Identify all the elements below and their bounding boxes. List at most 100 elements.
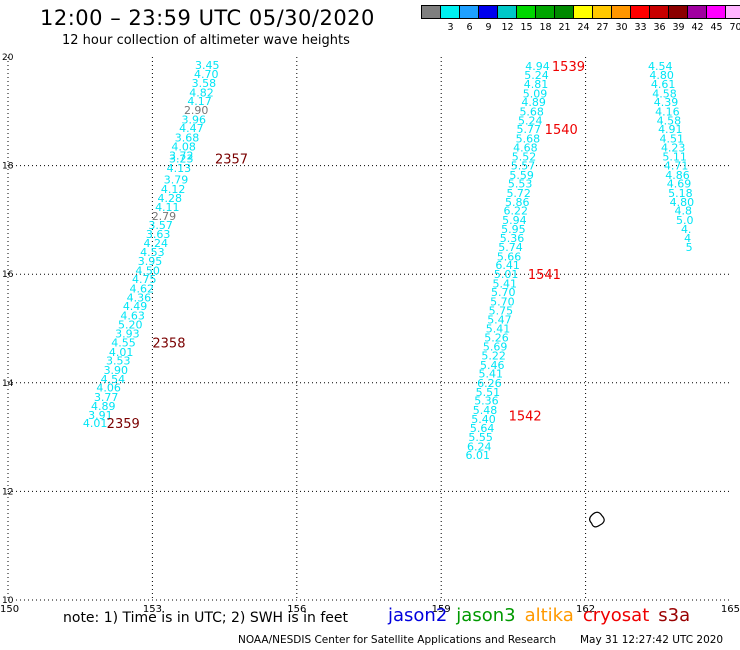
scale-label: 70 xyxy=(729,22,740,33)
scale-swatch xyxy=(687,5,707,19)
wave-height-value: 3.91 xyxy=(88,409,113,422)
wave-height-value: 5.24 xyxy=(524,69,549,82)
wave-height-value: 4.50 xyxy=(135,264,160,277)
scale-item: 39 xyxy=(668,5,688,34)
wave-height-value: 5.72 xyxy=(506,187,531,200)
wave-height-value: 5.52 xyxy=(512,150,537,163)
scale-item: 6 xyxy=(459,5,479,34)
scale-label: 36 xyxy=(653,22,666,33)
wave-height-value: 4.80 xyxy=(649,69,674,82)
wave-height-value: 4.62 xyxy=(130,282,155,295)
wave-height-value: 3.90 xyxy=(104,364,129,377)
wave-height-value: 4.47 xyxy=(179,122,204,135)
wave-height-value: 3.95 xyxy=(138,255,163,268)
wave-height-value: 5.64 xyxy=(470,422,495,435)
chart-title: 12:00 – 23:59 UTC 05/30/2020 xyxy=(40,6,375,30)
y-tick-label: 18 xyxy=(2,162,14,172)
scale-item: 18 xyxy=(535,5,555,34)
wave-height-value: 2.90 xyxy=(184,104,209,117)
scale-label xyxy=(422,21,441,34)
scale-label: 18 xyxy=(539,22,552,33)
wave-height-value: 6.01 xyxy=(466,449,491,462)
wave-height-value: 3.72 xyxy=(169,149,194,162)
legend-cryosat: cryosat xyxy=(582,605,650,626)
wave-height-value: 3.63 xyxy=(146,228,171,241)
pass-time-label: 2359 xyxy=(107,417,140,432)
scale-swatch xyxy=(573,5,593,19)
x-tick-label: 159 xyxy=(432,604,451,615)
wave-height-value: 5.09 xyxy=(523,87,548,100)
pass-time-label: 1542 xyxy=(509,409,542,424)
wave-height-value: 4.75 xyxy=(132,273,157,286)
scale-swatch xyxy=(554,5,574,19)
wave-height-value: 5.74 xyxy=(498,241,523,254)
wave-height-value: 3.79 xyxy=(164,174,189,187)
wave-height-value: 4.39 xyxy=(654,96,679,109)
wave-height-value: 4.63 xyxy=(120,309,145,322)
timestamp-text: May 31 12:27:42 UTC 2020 xyxy=(580,634,724,646)
scale-item: 33 xyxy=(630,5,650,34)
wave-height-value: 4.82 xyxy=(189,86,214,99)
wave-height-value: 3.45 xyxy=(195,59,220,72)
x-tick-label: 162 xyxy=(576,604,595,615)
wave-height-value: 5.86 xyxy=(505,196,530,209)
wave-height-value: 5.69 xyxy=(483,340,508,353)
wave-height-value: 3.96 xyxy=(182,113,207,126)
wave-height-value: 5.68 xyxy=(519,105,544,118)
chart-subtitle: 12 hour collection of altimeter wave hei… xyxy=(62,33,350,48)
scale-swatch xyxy=(497,5,517,19)
wave-height-value: 4 xyxy=(684,232,691,245)
wave-height-value: 4.61 xyxy=(651,78,676,91)
wave-height-value: 5.57 xyxy=(511,160,536,173)
wave-height-value: 5.51 xyxy=(476,386,501,399)
wave-height-value: 4.06 xyxy=(96,382,121,395)
footer-note: note: 1) Time is in UTC; 2) SWH is in fe… xyxy=(63,610,349,626)
legend-s3a: s3a xyxy=(658,605,691,626)
wave-height-value: 3.68 xyxy=(175,131,200,144)
wave-height-value: 3.57 xyxy=(148,219,173,232)
scale-swatch xyxy=(592,5,612,19)
scale-item: 15 xyxy=(516,5,536,34)
scale-label: 30 xyxy=(615,22,628,33)
wave-height-value: 4.68 xyxy=(513,142,538,155)
pass-time-label: 1540 xyxy=(545,123,578,138)
wave-height-value: 6.24 xyxy=(467,440,492,453)
wave-height-value: 5.47 xyxy=(487,313,512,326)
legend-jason2: jason2 xyxy=(388,605,448,626)
scale-swatch xyxy=(668,5,688,19)
wave-height-value: 4.13 xyxy=(167,162,192,175)
wave-height-value: 5.0 xyxy=(676,214,694,227)
scale-label: 21 xyxy=(558,22,571,33)
wave-height-value: 5.22 xyxy=(481,350,506,363)
wave-height-value: 4.89 xyxy=(521,96,546,109)
wave-height-value: 4.55 xyxy=(111,337,136,350)
wave-height-value: 3.93 xyxy=(115,327,140,340)
wave-height-value: 5.94 xyxy=(502,214,527,227)
wave-height-value: 4. xyxy=(681,223,692,236)
scale-swatch xyxy=(649,5,669,19)
wave-height-value: 4.94 xyxy=(525,60,550,73)
wave-height-value: 3.58 xyxy=(192,77,217,90)
wave-height-value: 4.89 xyxy=(91,400,116,413)
pass-time-label: 2358 xyxy=(152,337,185,352)
scale-swatch xyxy=(478,5,498,19)
scale-label: 12 xyxy=(501,22,514,33)
y-tick-label: 14 xyxy=(2,379,14,389)
wave-height-value: 5.20 xyxy=(118,319,143,332)
scale-swatch xyxy=(516,5,536,19)
wave-height-value: 5.68 xyxy=(516,132,541,145)
wave-height-value: 4.36 xyxy=(127,292,152,305)
legend-jason3: jason3 xyxy=(456,605,516,626)
wave-height-value: 4.53 xyxy=(140,246,165,259)
x-tick-label: 153 xyxy=(143,604,162,615)
wave-height-value: 4.69 xyxy=(667,178,692,191)
wave-height-value: 4.71 xyxy=(664,160,689,173)
scale-label: 15 xyxy=(520,22,533,33)
wave-height-value: 4.81 xyxy=(524,78,549,91)
wave-height-value: 3.53 xyxy=(106,355,131,368)
scale-label: 45 xyxy=(710,22,723,33)
wave-height-value: 5.11 xyxy=(662,150,687,163)
scale-swatch xyxy=(440,5,460,19)
wave-height-value: 4.28 xyxy=(157,192,182,205)
